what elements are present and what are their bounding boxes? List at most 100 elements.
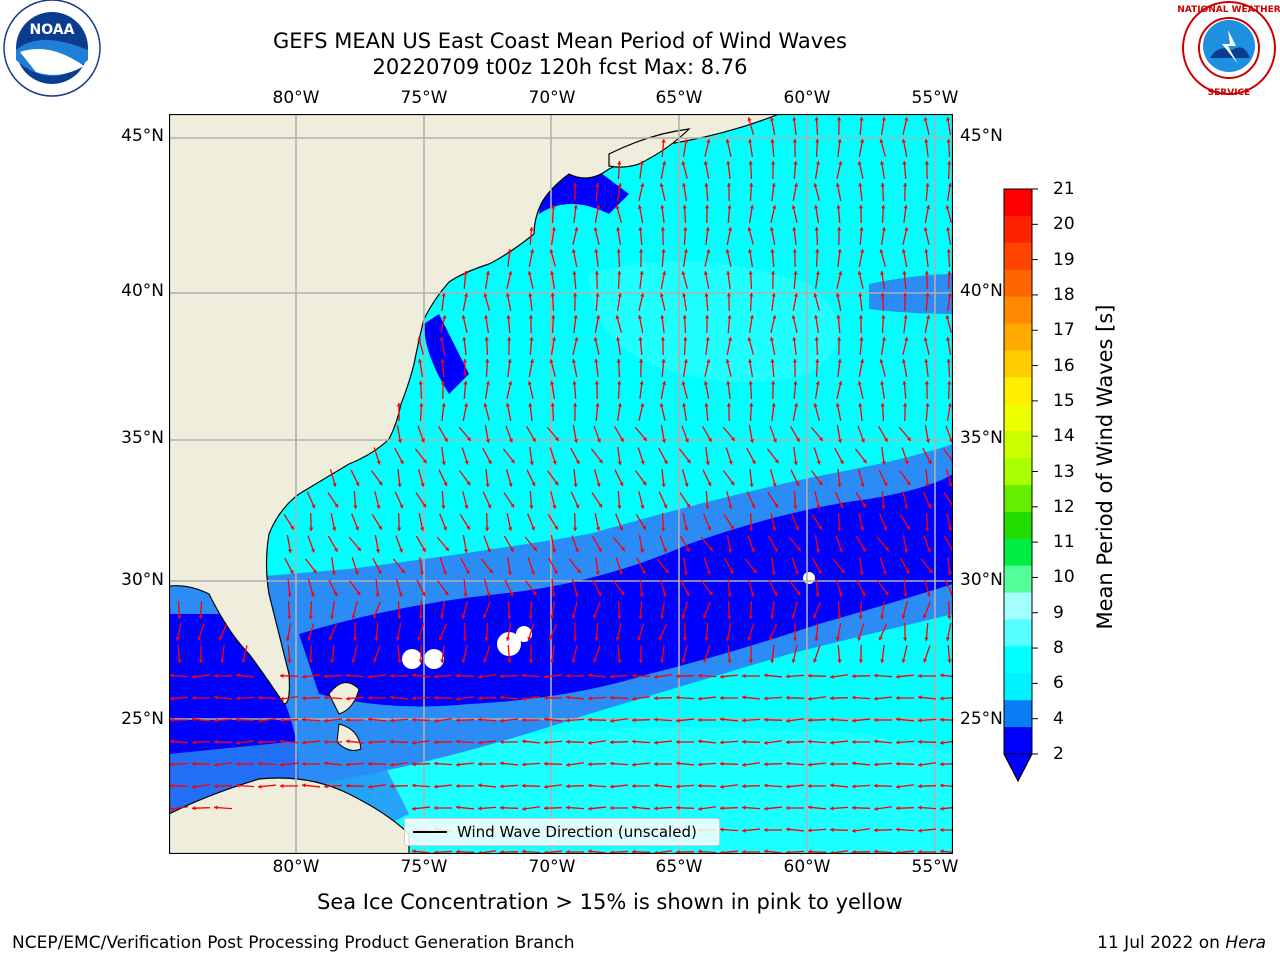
wave-direction-arrowhead (632, 849, 636, 854)
lat-label-left: 30°N (121, 570, 164, 590)
wave-direction-arrowhead (830, 806, 834, 811)
period-band-low (299, 474, 953, 707)
wave-direction-arrowhead (170, 717, 174, 723)
wave-direction-arrowhead (947, 659, 952, 663)
wave-direction-arrowhead (792, 337, 797, 341)
wave-direction-arrowhead (638, 615, 643, 619)
wave-direction-arrowhead (390, 695, 394, 700)
colorbar-swatch (1004, 189, 1032, 217)
wave-direction-arrowhead (617, 271, 622, 275)
wave-direction-arrowhead (814, 337, 819, 341)
wave-direction-arrowhead (412, 806, 416, 811)
wave-direction-arrowhead (258, 695, 262, 700)
wave-direction-arrowhead (705, 461, 710, 465)
wave-direction-arrowhead (368, 717, 372, 722)
lat-label-left: 40°N (121, 281, 164, 301)
wave-direction-arrowhead (596, 527, 601, 531)
wave-direction-arrowhead (698, 696, 702, 701)
wave-direction-arrowhead (356, 591, 361, 596)
wave-direction-arrowhead (617, 403, 622, 407)
wave-direction-arrowhead (859, 227, 864, 231)
wave-direction-arrowhead (815, 593, 820, 597)
wave-direction-arrowhead (704, 637, 709, 641)
wave-direction-arrowhead (594, 249, 599, 253)
wave-direction-arrowhead (588, 783, 592, 788)
wave-direction-arrowhead (346, 696, 350, 701)
wave-direction-arrowhead (902, 271, 907, 275)
wave-direction-arrowhead (566, 673, 570, 679)
wave-direction-arrowhead (456, 762, 460, 767)
colorbar-tick-label: 12 (1053, 496, 1075, 517)
wave-direction-arrowhead (902, 381, 907, 385)
wave-direction-arrowhead (837, 659, 842, 663)
wave-direction-arrowhead (390, 739, 394, 744)
wave-direction-arrowhead (505, 293, 511, 297)
wave-direction-arrowhead (642, 525, 646, 530)
wave-direction-arrowhead (654, 696, 658, 701)
nws-logo: NATIONAL WEATHER SERVICE (1178, 1, 1280, 98)
wave-direction-arrowhead (397, 659, 402, 663)
wave-direction-arrowhead (750, 548, 755, 553)
wave-direction-arrowhead (742, 739, 746, 744)
wave-direction-arrowhead (703, 381, 709, 385)
wave-direction-arrowhead (830, 717, 834, 722)
wave-direction-arrowhead (682, 403, 687, 407)
colorbar-swatch (1004, 538, 1032, 567)
colorbar-swatch (1004, 404, 1032, 432)
wave-direction-arrowhead (443, 437, 448, 442)
wave-direction-arrowhead (531, 526, 536, 531)
wave-direction-arrowhead (880, 403, 885, 407)
wave-direction-arrowhead (617, 659, 622, 663)
wave-direction-arrowhead (192, 717, 196, 722)
wave-direction-arrowhead (198, 615, 203, 619)
wave-direction-arrowhead (528, 615, 533, 619)
lat-label-right: 35°N (960, 428, 1003, 448)
wave-direction-arrowhead (835, 293, 841, 297)
wave-direction-arrowhead (443, 482, 448, 487)
wave-direction-arrowhead (947, 403, 952, 407)
wave-direction-arrowhead (906, 525, 910, 530)
wave-direction-arrowhead (328, 636, 333, 641)
lon-label-top: 75°W (400, 88, 448, 108)
wave-direction-arrowhead (550, 293, 555, 297)
wave-direction-arrowhead (508, 381, 513, 386)
wave-direction-arrowhead (463, 271, 468, 275)
wave-direction-arrowhead (639, 593, 644, 597)
wave-direction-arrowhead (422, 459, 427, 464)
wave-direction-arrowhead (793, 161, 798, 165)
sea-ice-caption: Sea Ice Concentration > 15% is shown in … (317, 890, 903, 914)
wave-direction-arrowhead (728, 504, 733, 509)
wave-direction-arrowhead (684, 527, 689, 531)
wave-direction-arrowhead (311, 504, 316, 509)
wave-direction-arrowhead (769, 227, 775, 231)
colorbar-swatch (1004, 646, 1032, 674)
wave-direction-arrowhead (879, 139, 884, 144)
wave-direction-arrowhead (749, 483, 754, 487)
wave-direction-arrowhead (742, 828, 746, 833)
wave-direction-arrowhead (170, 673, 174, 678)
wave-direction-arrowhead (659, 403, 664, 408)
wave-direction-arrowhead (461, 658, 466, 663)
wave-direction-arrowhead (861, 547, 866, 552)
wave-direction-arrowhead (705, 505, 710, 509)
wave-direction-arrowhead (706, 249, 711, 254)
wave-direction-arrowhead (478, 783, 482, 788)
wave-direction-arrowhead (308, 615, 313, 619)
wave-direction-arrowhead (676, 739, 680, 745)
colorbar-tick-label: 8 (1053, 638, 1064, 659)
wave-direction-arrowhead (660, 227, 666, 231)
wave-direction-arrowhead (725, 359, 730, 364)
wave-direction-arrowhead (552, 504, 557, 509)
wave-direction-arrowhead (698, 762, 702, 767)
wave-direction-arrowhead (642, 481, 647, 486)
wave-direction-arrowhead (720, 827, 724, 832)
wave-direction-arrowhead (528, 403, 533, 407)
wave-direction-arrowhead (462, 359, 468, 363)
wave-direction-arrowhead (532, 591, 537, 596)
wave-direction-arrowhead (720, 740, 724, 745)
wave-direction-arrowhead (859, 117, 864, 121)
wave-direction-arrowhead (214, 695, 218, 700)
wave-direction-arrowhead (727, 227, 733, 231)
wave-direction-arrowhead (659, 183, 664, 188)
wave-direction-arrowhead (922, 614, 927, 619)
